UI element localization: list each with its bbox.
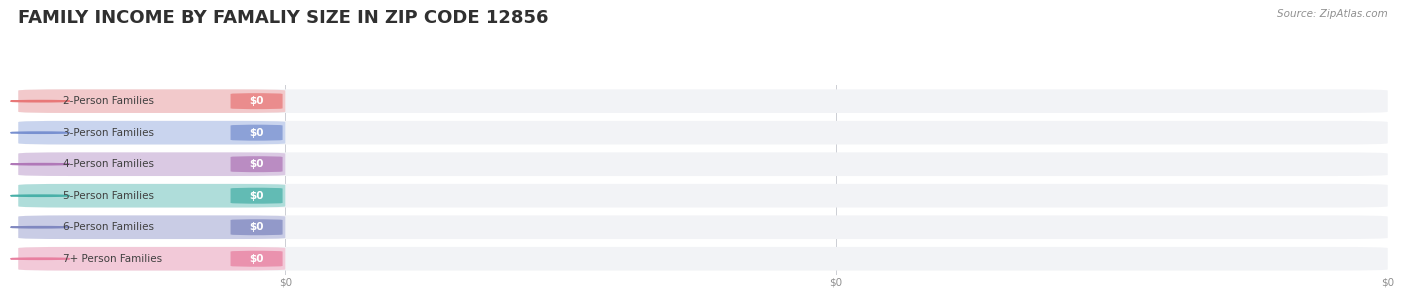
Text: $0: $0 <box>249 128 264 138</box>
FancyBboxPatch shape <box>18 184 1388 207</box>
FancyBboxPatch shape <box>231 93 283 109</box>
Text: Source: ZipAtlas.com: Source: ZipAtlas.com <box>1277 9 1388 19</box>
FancyBboxPatch shape <box>18 121 1388 145</box>
FancyBboxPatch shape <box>18 247 285 271</box>
Circle shape <box>11 227 70 228</box>
FancyBboxPatch shape <box>18 247 1388 271</box>
Text: 4-Person Families: 4-Person Families <box>63 159 155 169</box>
Text: 3-Person Families: 3-Person Families <box>63 128 155 138</box>
FancyBboxPatch shape <box>18 152 285 176</box>
Text: 7+ Person Families: 7+ Person Families <box>63 254 163 264</box>
Circle shape <box>11 100 70 102</box>
FancyBboxPatch shape <box>231 219 283 235</box>
FancyBboxPatch shape <box>18 152 1388 176</box>
FancyBboxPatch shape <box>18 215 285 239</box>
Circle shape <box>11 195 70 196</box>
Text: $0: $0 <box>249 222 264 232</box>
FancyBboxPatch shape <box>18 215 1388 239</box>
Text: $0: $0 <box>249 254 264 264</box>
FancyBboxPatch shape <box>231 125 283 141</box>
FancyBboxPatch shape <box>18 184 285 207</box>
FancyBboxPatch shape <box>18 121 285 145</box>
Text: 6-Person Families: 6-Person Families <box>63 222 155 232</box>
Circle shape <box>11 258 70 260</box>
FancyBboxPatch shape <box>231 251 283 267</box>
Text: 5-Person Families: 5-Person Families <box>63 191 155 201</box>
Text: FAMILY INCOME BY FAMALIY SIZE IN ZIP CODE 12856: FAMILY INCOME BY FAMALIY SIZE IN ZIP COD… <box>18 9 548 27</box>
Circle shape <box>11 163 70 165</box>
Text: $0: $0 <box>249 96 264 106</box>
FancyBboxPatch shape <box>18 89 285 113</box>
Circle shape <box>11 132 70 133</box>
FancyBboxPatch shape <box>18 89 1388 113</box>
Text: 2-Person Families: 2-Person Families <box>63 96 155 106</box>
Text: $0: $0 <box>249 191 264 201</box>
FancyBboxPatch shape <box>231 156 283 172</box>
Text: $0: $0 <box>249 159 264 169</box>
FancyBboxPatch shape <box>231 188 283 204</box>
